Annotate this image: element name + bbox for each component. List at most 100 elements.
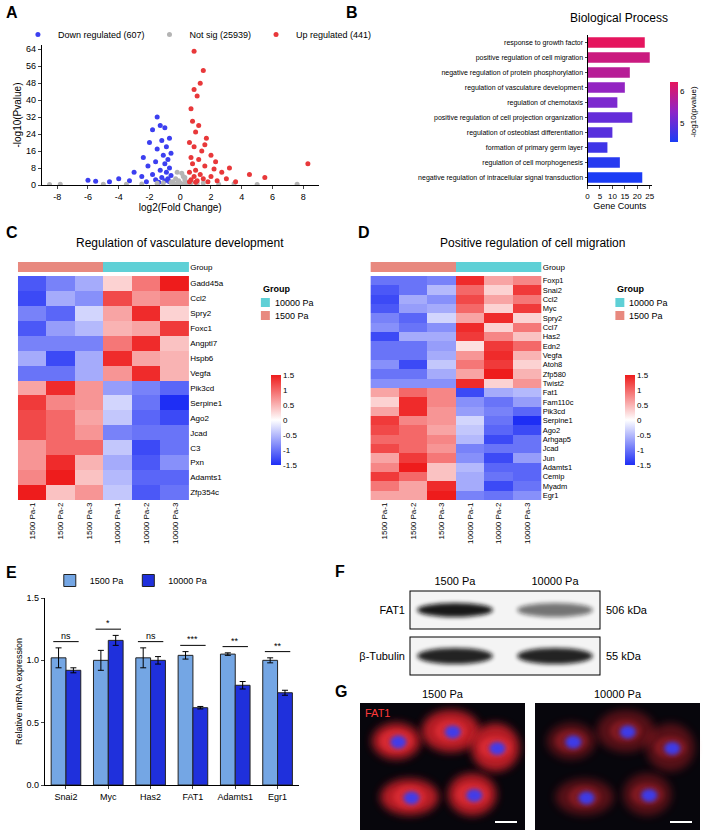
svg-text:Jun: Jun <box>543 454 555 463</box>
svg-text:10000 Pa: 10000 Pa <box>531 575 579 587</box>
svg-text:F: F <box>335 563 345 580</box>
svg-text:Myc: Myc <box>543 304 557 313</box>
svg-text:ns: ns <box>146 631 156 641</box>
svg-text:Positive regulation of cell mi: Positive regulation of cell migration <box>440 236 625 250</box>
svg-text:Spry2: Spry2 <box>543 314 563 323</box>
svg-text:Pik3cd: Pik3cd <box>190 384 214 393</box>
svg-text:10000 Pa-1: 10000 Pa-1 <box>466 502 475 544</box>
svg-text:A: A <box>6 4 18 21</box>
svg-text:0: 0 <box>31 180 36 190</box>
svg-text:0: 0 <box>283 416 288 425</box>
svg-text:regulation of vasculature deve: regulation of vasculature development <box>465 84 583 92</box>
svg-text:Cemip: Cemip <box>543 472 565 481</box>
svg-text:β-Tubulin: β-Tubulin <box>359 650 405 662</box>
svg-text:Myadm: Myadm <box>543 482 568 491</box>
svg-text:1500 Pa-2: 1500 Pa-2 <box>409 502 418 539</box>
svg-text:1500 Pa-2: 1500 Pa-2 <box>56 502 65 539</box>
svg-text:64: 64 <box>26 44 36 54</box>
svg-text:Egr1: Egr1 <box>543 491 559 500</box>
svg-text:formation of primary germ laye: formation of primary germ layer <box>486 144 584 152</box>
svg-text:Serpine1: Serpine1 <box>543 416 573 425</box>
svg-text:regulation of chemotaxis: regulation of chemotaxis <box>507 99 583 107</box>
svg-text:0.5: 0.5 <box>637 401 649 410</box>
svg-text:1.5: 1.5 <box>283 371 295 380</box>
svg-text:Snai2: Snai2 <box>54 792 77 802</box>
svg-text:Adamts1: Adamts1 <box>543 463 573 472</box>
svg-text:positive regulation of cell mi: positive regulation of cell migration <box>476 54 583 62</box>
svg-text:ns: ns <box>61 631 71 641</box>
svg-text:10000 Pa: 10000 Pa <box>594 688 642 700</box>
svg-text:1500 Pa-3: 1500 Pa-3 <box>85 502 94 539</box>
svg-text:Atoh8: Atoh8 <box>543 360 563 369</box>
svg-text:10000 Pa: 10000 Pa <box>168 576 207 586</box>
svg-text:1: 1 <box>283 386 288 395</box>
svg-text:-0.5: -0.5 <box>637 431 651 440</box>
svg-text:-1: -1 <box>283 446 291 455</box>
svg-text:Ccl2: Ccl2 <box>543 295 558 304</box>
svg-text:Pxn: Pxn <box>190 458 204 467</box>
svg-text:10000 Pa-3: 10000 Pa-3 <box>171 502 180 544</box>
svg-text:Ago2: Ago2 <box>543 426 561 435</box>
svg-text:Adamts1: Adamts1 <box>190 473 222 482</box>
svg-text:Fam110c: Fam110c <box>543 398 574 407</box>
svg-text:56: 56 <box>26 61 36 71</box>
svg-text:10000 Pa: 10000 Pa <box>275 298 314 308</box>
svg-text:Pik3cd: Pik3cd <box>543 407 566 416</box>
svg-text:Vegfa: Vegfa <box>543 351 563 360</box>
svg-text:regulation of cell morphogenes: regulation of cell morphogenesis <box>482 159 583 167</box>
svg-text:Group: Group <box>543 263 566 272</box>
svg-text:negative regulation of protein: negative regulation of protein phosphory… <box>441 69 583 77</box>
svg-text:2: 2 <box>208 192 213 202</box>
svg-text:-1: -1 <box>637 446 645 455</box>
svg-text:0: 0 <box>585 192 590 201</box>
svg-text:regulation of osteoblast diffe: regulation of osteoblast differentiation <box>467 129 583 137</box>
svg-text:6: 6 <box>270 192 275 202</box>
svg-text:0: 0 <box>178 192 183 202</box>
svg-text:**: ** <box>231 636 239 646</box>
svg-text:response to growth factor: response to growth factor <box>504 39 584 47</box>
svg-text:Twist2: Twist2 <box>543 379 564 388</box>
svg-text:1.0: 1.0 <box>26 655 39 665</box>
svg-text:Jcad: Jcad <box>543 444 559 453</box>
svg-text:1500 Pa: 1500 Pa <box>90 576 124 586</box>
svg-text:Regulation of vasculature deve: Regulation of vasculature development <box>76 236 284 250</box>
svg-text:1500 Pa-3: 1500 Pa-3 <box>437 502 446 539</box>
svg-text:-1.5: -1.5 <box>637 461 651 470</box>
svg-text:15: 15 <box>620 192 629 201</box>
svg-text:Fat1: Fat1 <box>543 388 558 397</box>
svg-text:D: D <box>358 224 370 241</box>
svg-text:48: 48 <box>26 78 36 88</box>
svg-text:-log10(pvalue): -log10(pvalue) <box>689 86 698 137</box>
svg-text:-2: -2 <box>145 192 153 202</box>
svg-text:Down regulated (607): Down regulated (607) <box>58 30 145 40</box>
svg-text:5: 5 <box>598 192 603 201</box>
svg-text:1500 Pa: 1500 Pa <box>422 688 464 700</box>
svg-text:***: *** <box>187 634 198 644</box>
svg-text:Group: Group <box>263 284 290 294</box>
svg-text:1: 1 <box>637 386 642 395</box>
svg-text:Adamts1: Adamts1 <box>217 792 253 802</box>
svg-text:40: 40 <box>26 95 36 105</box>
svg-text:Arhgap5: Arhgap5 <box>543 435 571 444</box>
svg-text:10000 Pa-2: 10000 Pa-2 <box>142 502 151 544</box>
svg-text:10000 Pa-3: 10000 Pa-3 <box>523 502 532 544</box>
svg-text:-log10(Pvalue): -log10(Pvalue) <box>12 82 23 147</box>
svg-text:1500 Pa-1: 1500 Pa-1 <box>380 502 389 539</box>
svg-text:Snai2: Snai2 <box>543 286 562 295</box>
svg-text:55 kDa: 55 kDa <box>606 650 642 662</box>
svg-text:Group: Group <box>190 263 213 272</box>
svg-text:B: B <box>346 4 358 21</box>
svg-text:25: 25 <box>645 192 654 201</box>
svg-text:C: C <box>6 224 18 241</box>
svg-text:Ccl2: Ccl2 <box>190 294 207 303</box>
svg-text:1500 Pa: 1500 Pa <box>435 575 477 587</box>
svg-text:Has2: Has2 <box>140 792 161 802</box>
svg-text:0.5: 0.5 <box>26 718 39 728</box>
svg-text:16: 16 <box>26 146 36 156</box>
svg-text:Ccl7: Ccl7 <box>543 323 558 332</box>
svg-text:1500 Pa: 1500 Pa <box>275 311 309 321</box>
svg-text:Up regulated (441): Up regulated (441) <box>296 30 371 40</box>
svg-text:Not sig (25939): Not sig (25939) <box>189 30 251 40</box>
svg-text:-8: -8 <box>53 192 61 202</box>
svg-text:8: 8 <box>301 192 306 202</box>
